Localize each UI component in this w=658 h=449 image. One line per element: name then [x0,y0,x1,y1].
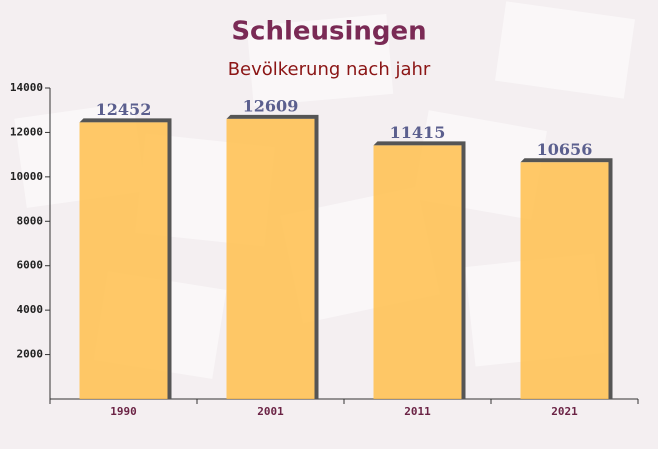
x-tick-label: 2021 [551,405,578,418]
y-tick-label: 10000 [10,170,43,183]
y-tick-label: 12000 [10,125,43,138]
chart-subtitle: Bevölkerung nach jahr [228,59,431,80]
y-tick-label: 14000 [10,81,43,94]
bar [373,145,462,399]
value-label: 12609 [243,96,299,115]
value-label: 11415 [390,123,446,142]
bar [520,162,609,399]
bar [226,118,315,399]
value-label: 12452 [96,100,152,119]
x-tick-label: 2011 [404,405,431,418]
value-label: 10656 [537,140,593,159]
x-tick-label: 1990 [110,405,137,418]
bar [79,122,168,400]
y-tick-label: 8000 [17,214,44,227]
y-tick-label: 4000 [17,303,44,316]
y-tick-label: 2000 [17,348,44,361]
x-tick-label: 2001 [257,405,284,418]
chart-title: Schleusingen [231,17,426,47]
y-tick-label: 6000 [17,259,44,272]
